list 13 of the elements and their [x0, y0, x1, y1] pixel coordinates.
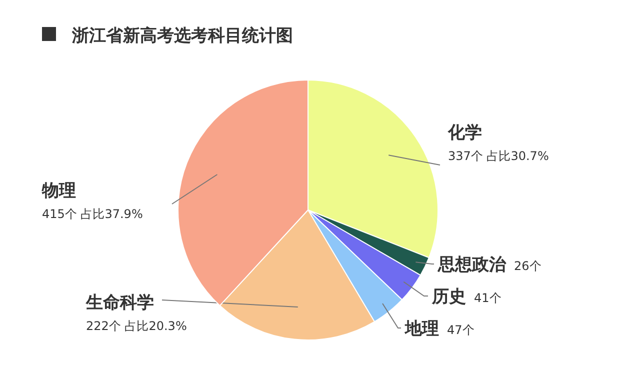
slice-label: 物理 [41, 181, 76, 201]
data-label: 222个 占比20.3% [86, 319, 187, 333]
slice-label: 化学 [447, 123, 482, 143]
data-label: 41个 [474, 291, 502, 305]
data-label: 47个 [447, 323, 474, 337]
slice-label: 历史 [431, 287, 466, 307]
slice-label: 思想政治 [437, 255, 507, 275]
data-label: 26个 [514, 259, 542, 273]
data-label: 415个 占比37.9% [42, 207, 143, 221]
slice-label: 生命科学 [85, 293, 154, 313]
chart-title: 浙江省新高考选考科目统计图 [71, 26, 293, 46]
data-label: 337个 占比30.7% [448, 149, 549, 163]
slice-label: 地理 [404, 319, 439, 339]
